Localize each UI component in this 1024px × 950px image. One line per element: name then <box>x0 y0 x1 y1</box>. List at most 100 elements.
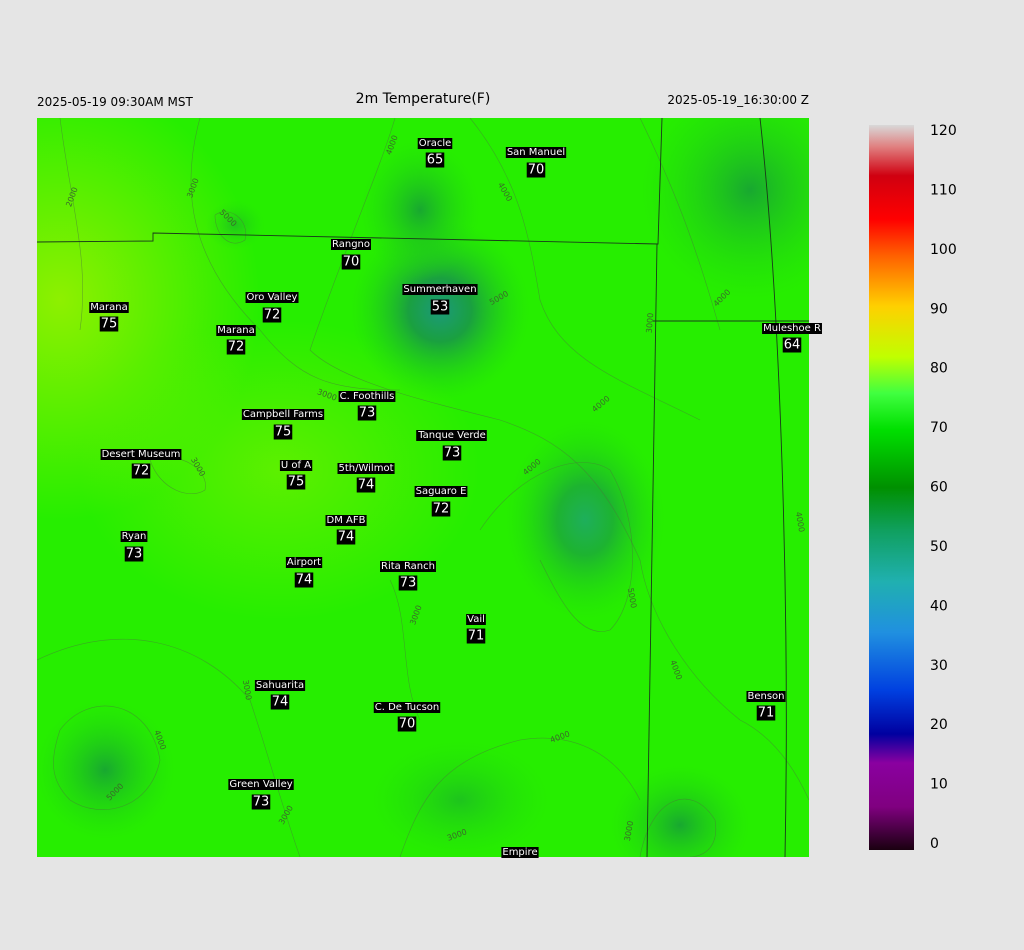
colorbar-tick-label: 50 <box>930 539 948 555</box>
station-name-group: DM AFB <box>325 515 367 526</box>
station-temp-group: 75 <box>273 424 293 440</box>
station-name-group: C. Foothills <box>338 391 396 402</box>
station-temp: 72 <box>228 340 245 355</box>
colorbar-tick-label: 0 <box>930 836 939 852</box>
valid-time: 2025-05-19 09:30AM MST <box>37 95 193 109</box>
station-name-group: Desert Museum <box>100 449 182 460</box>
station-name-group: Empire <box>501 847 539 858</box>
station-name-group: Oro Valley <box>245 292 299 303</box>
station-temp: 64 <box>784 338 801 353</box>
station-temp: 73 <box>444 446 461 461</box>
station-temp-bg <box>782 337 802 353</box>
station-temp: 74 <box>338 530 355 545</box>
station-temp-bg <box>273 424 293 440</box>
station-name-group: Muleshoe R <box>762 323 822 334</box>
station-temp: 74 <box>296 573 313 588</box>
station-temp: 75 <box>101 317 118 332</box>
colorbar-tick-label: 10 <box>930 777 948 793</box>
station-name-bg <box>325 515 367 526</box>
station-temp-bg <box>442 445 462 461</box>
station-name-group: Ryan <box>120 531 148 542</box>
colorbar-tick-label: 20 <box>930 717 948 733</box>
station-name: Campbell Farms <box>243 409 323 420</box>
station-name-bg <box>373 702 441 713</box>
station-name: Saguaro E <box>416 486 467 497</box>
station-name-group: Vail <box>466 614 486 625</box>
station-temp: 70 <box>528 163 545 178</box>
station-temp-group: 64 <box>782 337 802 353</box>
station-temp-group: 70 <box>341 254 361 270</box>
station-name-bg <box>501 847 539 858</box>
station-temp: 65 <box>427 153 444 168</box>
station-temp: 73 <box>253 795 270 810</box>
station-name-group: Benson <box>746 691 786 702</box>
station-temp-group: 72 <box>262 307 282 323</box>
station-temp-group: 73 <box>124 546 144 562</box>
station-temp-bg <box>357 405 377 421</box>
station-name-bg <box>402 284 478 295</box>
station-name-bg <box>228 779 294 790</box>
station-name: Oracle <box>419 138 452 149</box>
station-temp-group: 65 <box>425 152 445 168</box>
station-name-bg <box>746 691 786 702</box>
station-name: Ryan <box>122 531 147 542</box>
station-name-group: Rangno <box>331 239 371 250</box>
station-name: Summerhaven <box>403 284 476 295</box>
station-temp: 72 <box>433 502 450 517</box>
station-temp-group: 73 <box>251 794 271 810</box>
station-name-bg <box>338 391 396 402</box>
station-name: Sahuarita <box>256 680 304 691</box>
station-temp-group: 70 <box>397 716 417 732</box>
station-temp-group: 75 <box>286 474 306 490</box>
station-temp-bg <box>270 694 290 710</box>
station-temp-group: 73 <box>398 575 418 591</box>
colorbar <box>869 125 914 850</box>
station-name: C. De Tucson <box>375 702 439 713</box>
station-name-group: 5th/Wilmot <box>337 463 395 474</box>
station-name-group: Marana <box>216 325 256 336</box>
station-name-bg <box>331 239 371 250</box>
contour-label: 3000 <box>241 679 253 701</box>
station-name-group: Tanque Verde <box>416 430 487 441</box>
station-name: Benson <box>747 691 784 702</box>
station-name: Tanque Verde <box>417 430 486 441</box>
station-name-bg <box>279 460 313 471</box>
contour-label: 3000 <box>623 820 635 842</box>
colorbar-tick-label: 60 <box>930 480 948 496</box>
colorbar-tick-label: 70 <box>930 420 948 436</box>
station-temp-bg <box>294 572 314 588</box>
station-name: Empire <box>502 847 537 858</box>
station-temp-group: 74 <box>356 477 376 493</box>
station-name: C. Foothills <box>340 391 395 402</box>
temperature-field <box>37 118 809 857</box>
station-name: Airport <box>287 557 321 568</box>
station-name-group: Sahuarita <box>254 680 306 691</box>
colorbar-tick-label: 80 <box>930 361 948 377</box>
station-temp: 75 <box>288 475 305 490</box>
station-name-bg <box>466 614 486 625</box>
station-temp: 71 <box>758 706 775 721</box>
contour-label: 5000 <box>626 587 638 609</box>
station-temp-bg <box>131 463 151 479</box>
station-temp-bg <box>124 546 144 562</box>
station-temp: 73 <box>359 406 376 421</box>
station-temp-group: 71 <box>466 628 486 644</box>
station-name: Oro Valley <box>247 292 298 303</box>
station-temp-bg <box>397 716 417 732</box>
station-name: DM AFB <box>327 515 366 526</box>
station-name-group: Green Valley <box>228 779 294 790</box>
station-temp-bg <box>526 162 546 178</box>
station-temp-bg <box>430 299 450 315</box>
station-temp-bg <box>99 316 119 332</box>
station-temp-group: 72 <box>431 501 451 517</box>
station-temp-bg <box>466 628 486 644</box>
station-temp: 53 <box>432 300 449 315</box>
station-name-group: Summerhaven <box>402 284 478 295</box>
station-temp: 72 <box>264 308 281 323</box>
map-title: 2m Temperature(F) <box>356 91 491 107</box>
contour-label: 4000 <box>794 511 806 533</box>
colorbar-tick-label: 110 <box>930 182 957 198</box>
station-name: Rangno <box>332 239 370 250</box>
station-temp-bg <box>336 529 356 545</box>
